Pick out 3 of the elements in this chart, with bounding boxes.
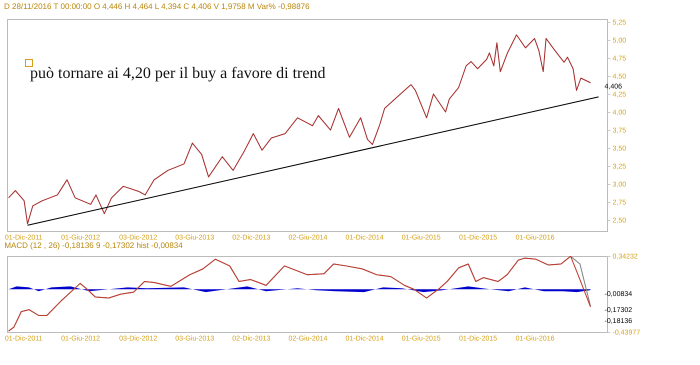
text: D 28/11/2016 T 00:00:00 O 4,446 H 4,464 L 4,394 C 4,406 V 1,9758 M Var% -0,98876 (3, 1, 311, 13)
chart-title: MACD (12 , 26) -0,18136 9 -0,17302 hist -0,00834 (4, 241, 184, 250)
annotation: può tornare ai 4,20 per il buy a favore di trend (30, 65, 326, 83)
